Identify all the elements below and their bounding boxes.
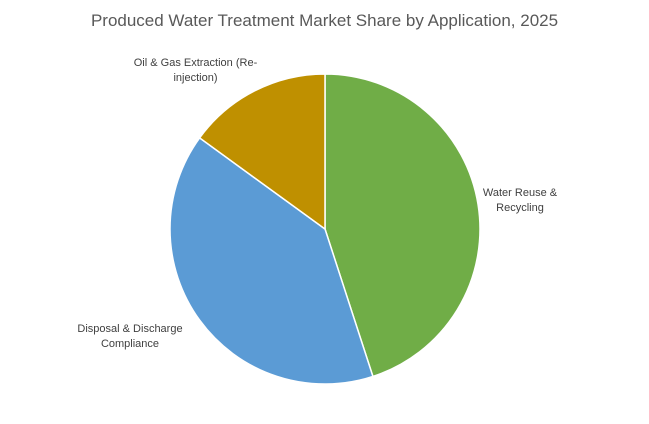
pie-slice (169, 136, 374, 385)
slice-label: Disposal & Discharge Compliance (77, 323, 183, 350)
slice-label: Water Reuse & Recycling (482, 187, 558, 214)
pie-slice (324, 73, 481, 378)
chart-title: Produced Water Treatment Market Share by… (90, 11, 559, 30)
pie-slice (198, 73, 326, 231)
slice-label: Oil & Gas Extraction (Re-injection) (133, 57, 258, 84)
